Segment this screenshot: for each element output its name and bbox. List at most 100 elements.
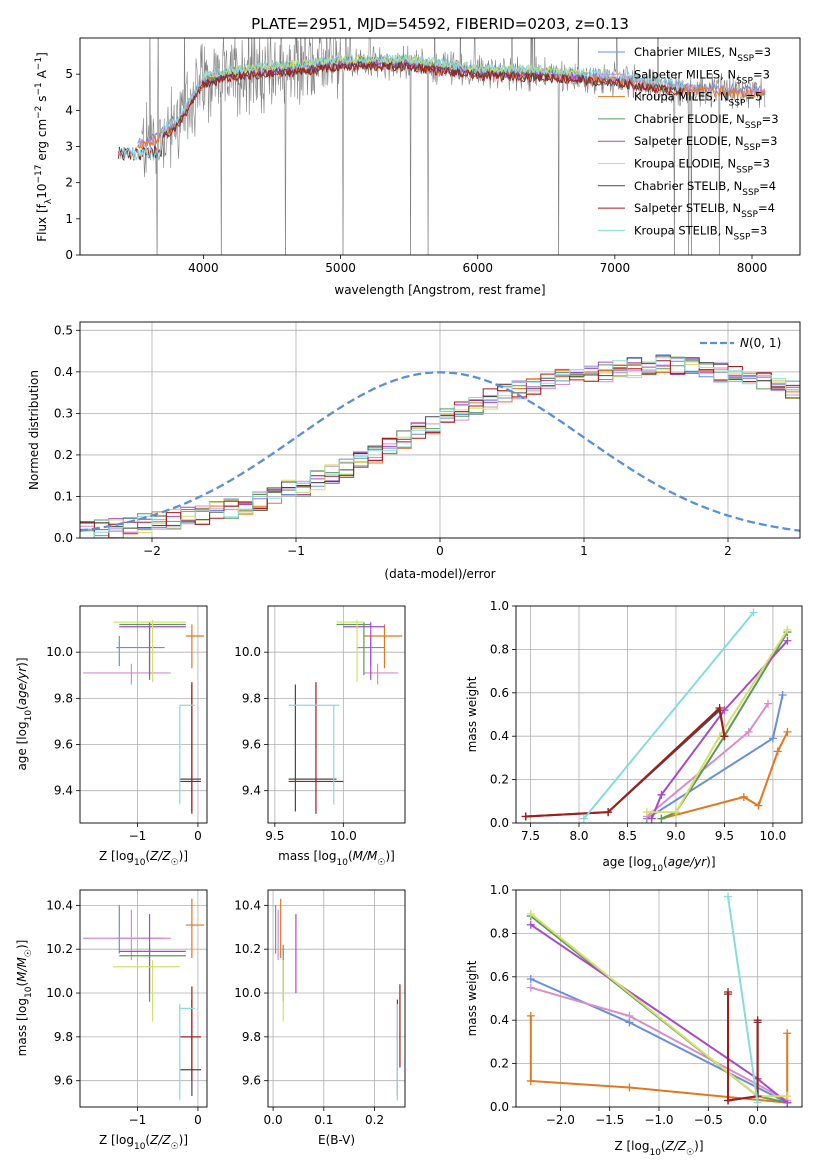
mass-weight-point (764, 699, 773, 708)
age-vs-mass-plot-area (268, 606, 405, 823)
x-tick-label: 9.0 (666, 829, 685, 843)
mass-weight-point (657, 790, 666, 799)
mass-weight-point (724, 892, 733, 901)
mass-vs-metallicity-frame (79, 889, 208, 1108)
y-tick-label: 9.8 (242, 1030, 261, 1044)
y-tick-label: 10.2 (234, 942, 261, 956)
mass-weight-point (642, 808, 651, 817)
x-tick-label: −2 (143, 544, 161, 558)
y-tick-label: 0.1 (54, 489, 73, 503)
legend-label: Chabrier STELIB, NSSP=4 (634, 179, 776, 198)
mass-weight-line (583, 611, 755, 820)
x-tick-label: −1 (129, 1113, 147, 1127)
x-tick-label: 4000 (188, 261, 219, 275)
y-tick-label: 0.6 (490, 970, 509, 984)
age-vs-mass-frame (267, 605, 406, 824)
y-tick-label: 9.6 (54, 1074, 73, 1088)
mass-weight-point (657, 814, 666, 823)
x-axis-label: Z [log10(Z/Z☉)] (99, 849, 188, 868)
y-axis-label: mass weight (465, 960, 479, 1036)
age-vs-metallicity-frame (79, 605, 208, 824)
y-tick-label: 10.0 (234, 645, 261, 659)
y-tick-label: 9.4 (54, 784, 73, 798)
y-tick-label: 0.3 (54, 406, 73, 420)
mass-weight-point (526, 1076, 535, 1085)
mass-weight-line (650, 640, 789, 820)
y-tick-label: 1.0 (490, 599, 509, 613)
y-tick-label: 3 (65, 140, 73, 154)
mass-weight-point (715, 703, 724, 712)
mass-vs-extinction-plot-area (268, 890, 405, 1107)
figure-title: PLATE=2951, MJD=54592, FIBERID=0203, z=0… (251, 15, 629, 33)
x-axis-label: E(B-V) (318, 1133, 355, 1147)
y-tick-label: 9.8 (54, 1030, 73, 1044)
y-tick-label: 10.2 (46, 942, 73, 956)
y-tick-label: 0.2 (490, 773, 509, 787)
y-tick-label: 0.4 (490, 729, 509, 743)
histogram-frame (79, 321, 801, 539)
mass-weight-vs-metallicity-frame (515, 889, 803, 1108)
x-tick-label: 5000 (325, 261, 356, 275)
mass-weight-line (646, 629, 789, 814)
mass-weight-point (720, 732, 729, 741)
y-tick-label: 0.0 (490, 1100, 509, 1114)
mass-weight-point (604, 808, 613, 817)
mass-weight-point (647, 814, 656, 823)
y-tick-label: 1.0 (490, 883, 509, 897)
y-tick-label: 0.0 (490, 816, 509, 830)
legend-label: Kroupa ELODIE, NSSP=3 (634, 157, 770, 176)
mass-weight-point (526, 909, 535, 918)
x-tick-label: −1 (129, 829, 147, 843)
mass-weight-line (660, 631, 789, 820)
mass-weight-line (525, 706, 726, 818)
x-tick-label: 8.5 (618, 829, 637, 843)
mass-weight-point (753, 1016, 762, 1025)
x-axis-label: Z [log10(Z/Z☉)] (99, 1133, 188, 1152)
y-tick-label: 10.0 (234, 986, 261, 1000)
x-tick-label: 7000 (600, 261, 631, 275)
y-tick-label: 9.6 (242, 738, 261, 752)
histogram-series (80, 357, 800, 538)
x-tick-label: 10.0 (760, 829, 787, 843)
x-tick-label: −0.5 (694, 1113, 723, 1127)
mass-weight-point (625, 1083, 634, 1092)
mass-weight-vs-metallicity-plot-area (516, 890, 802, 1107)
x-tick-label: 8.0 (569, 829, 588, 843)
spectrum-frame (79, 37, 801, 256)
mass-weight-point (783, 727, 792, 736)
legend-label: N(0, 1) (740, 336, 781, 350)
age-vs-metallicity-plot-area (80, 606, 207, 823)
x-tick-label: 9.5 (265, 829, 284, 843)
x-tick-label: 10.0 (330, 829, 357, 843)
x-axis-label: mass [log10(M/M☉)] (278, 849, 395, 868)
y-tick-label: 0.8 (490, 926, 509, 940)
mass-weight-point (753, 1098, 762, 1107)
y-tick-label: 0.5 (54, 323, 73, 337)
x-tick-label: 0 (194, 829, 202, 843)
x-tick-label: 0.2 (365, 1113, 384, 1127)
x-axis-label: age [log10(age/yr)] (602, 855, 715, 874)
histogram-plot-area (80, 322, 800, 538)
y-tick-label: 0.0 (54, 531, 73, 545)
legend-label: Chabrier MILES, NSSP=3 (634, 45, 771, 64)
y-tick-label: 0 (65, 248, 73, 262)
y-axis-label: mass [log10(M/M☉)] (15, 940, 34, 1057)
mass-weight-point (783, 625, 792, 634)
mass-weight-point (783, 636, 792, 645)
y-axis-label: Flux [fλ10−17 erg cm−2 s−1 A−1] (34, 52, 54, 242)
y-tick-label: 10.0 (46, 986, 73, 1000)
y-tick-label: 0.2 (54, 448, 73, 462)
mass-weight-point (739, 792, 748, 801)
mass-weight-point (778, 690, 787, 699)
x-tick-label: 0.0 (264, 1113, 283, 1127)
spectrum-plot-area (117, 38, 766, 255)
y-tick-label: 0.6 (490, 686, 509, 700)
y-tick-label: 5 (65, 67, 73, 81)
legend-label: Kroupa STELIB, NSSP=3 (634, 223, 767, 242)
mass-weight-point (783, 1092, 792, 1101)
gaussian-line (80, 371, 800, 532)
y-tick-label: 9.8 (242, 691, 261, 705)
mass-weight-point (526, 920, 535, 929)
y-tick-label: 10.4 (46, 898, 73, 912)
x-tick-label: 2 (724, 544, 732, 558)
